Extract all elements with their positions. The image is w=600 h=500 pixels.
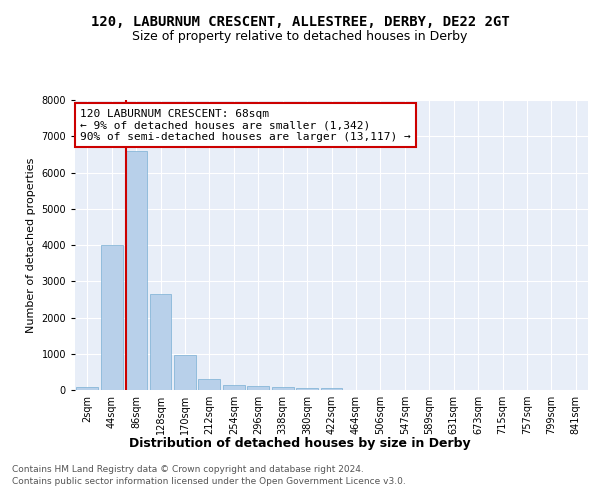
Bar: [296, 388, 318, 390]
Bar: [199, 379, 220, 390]
Bar: [125, 151, 147, 390]
Text: 120 LABURNUM CRESCENT: 68sqm
← 9% of detached houses are smaller (1,342)
90% of : 120 LABURNUM CRESCENT: 68sqm ← 9% of det…: [80, 108, 411, 142]
Bar: [320, 388, 343, 390]
Y-axis label: Number of detached properties: Number of detached properties: [26, 158, 36, 332]
Bar: [247, 386, 269, 390]
Bar: [101, 245, 122, 390]
Bar: [76, 387, 98, 390]
Bar: [174, 355, 196, 390]
Text: Size of property relative to detached houses in Derby: Size of property relative to detached ho…: [133, 30, 467, 43]
Text: Contains public sector information licensed under the Open Government Licence v3: Contains public sector information licen…: [12, 478, 406, 486]
Bar: [272, 387, 293, 390]
Text: 120, LABURNUM CRESCENT, ALLESTREE, DERBY, DE22 2GT: 120, LABURNUM CRESCENT, ALLESTREE, DERBY…: [91, 15, 509, 29]
Text: Contains HM Land Registry data © Crown copyright and database right 2024.: Contains HM Land Registry data © Crown c…: [12, 465, 364, 474]
Bar: [149, 294, 172, 390]
Bar: [223, 386, 245, 390]
Text: Distribution of detached houses by size in Derby: Distribution of detached houses by size …: [129, 438, 471, 450]
